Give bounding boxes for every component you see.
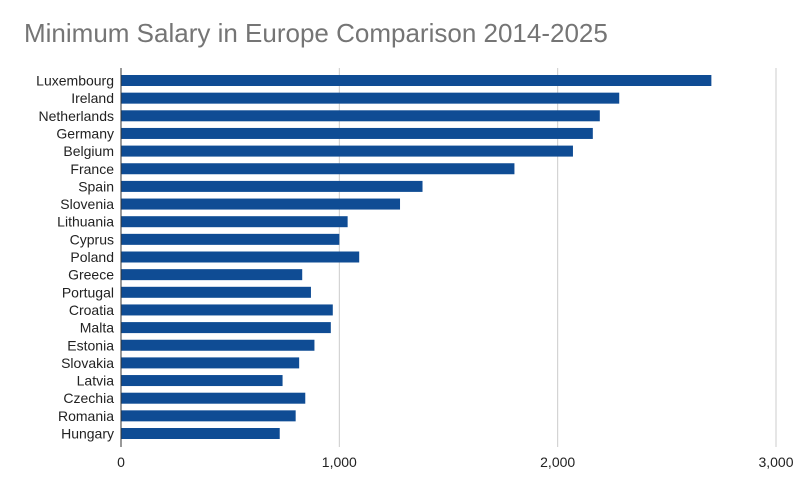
category-label: Slovenia bbox=[60, 196, 114, 212]
bar bbox=[121, 216, 348, 228]
category-label: Croatia bbox=[69, 302, 114, 318]
category-label: Estonia bbox=[67, 337, 114, 353]
bar bbox=[121, 322, 331, 334]
category-label: Czechia bbox=[63, 390, 114, 406]
bar bbox=[121, 339, 315, 351]
category-label: Malta bbox=[80, 320, 114, 336]
category-label: Ireland bbox=[71, 90, 114, 106]
bar bbox=[121, 75, 712, 86]
bar bbox=[121, 163, 515, 175]
bar bbox=[121, 410, 296, 422]
category-label: Poland bbox=[70, 249, 114, 265]
category-label: Lithuania bbox=[57, 214, 114, 230]
category-label: Luxembourg bbox=[36, 73, 114, 89]
bar bbox=[121, 428, 280, 439]
bar bbox=[121, 180, 423, 192]
bar bbox=[121, 304, 333, 316]
category-label: Belgium bbox=[63, 143, 114, 159]
bar bbox=[121, 251, 360, 263]
bar bbox=[121, 286, 311, 298]
bars bbox=[121, 75, 712, 439]
category-label: Spain bbox=[78, 178, 114, 194]
gridlines bbox=[338, 68, 777, 447]
category-label: France bbox=[70, 161, 114, 177]
category-label: Romania bbox=[58, 408, 114, 424]
bar bbox=[121, 92, 620, 104]
x-tick-label: 3,000 bbox=[758, 454, 793, 470]
category-label: Greece bbox=[68, 267, 114, 283]
x-tick-label: 1,000 bbox=[322, 454, 357, 470]
bar bbox=[121, 269, 303, 281]
bar bbox=[121, 145, 573, 157]
bar bbox=[121, 392, 306, 404]
bar bbox=[121, 357, 300, 369]
chart-title: Minimum Salary in Europe Comparison 2014… bbox=[24, 18, 608, 48]
category-label: Hungary bbox=[61, 426, 114, 442]
category-label: Cyprus bbox=[70, 231, 114, 247]
bar bbox=[121, 127, 593, 139]
x-tick-label: 0 bbox=[117, 454, 125, 470]
bar bbox=[121, 198, 401, 210]
category-label: Slovakia bbox=[61, 355, 114, 371]
x-tick-label: 2,000 bbox=[540, 454, 575, 470]
bar bbox=[121, 110, 600, 122]
category-label: Latvia bbox=[77, 373, 115, 389]
bar bbox=[121, 233, 340, 245]
category-label: Germany bbox=[56, 125, 114, 141]
category-label: Portugal bbox=[62, 284, 114, 300]
x-tick-labels: 0 1,000 2,000 3,000 bbox=[117, 454, 794, 470]
category-label: Netherlands bbox=[39, 108, 115, 124]
bar bbox=[121, 375, 283, 387]
